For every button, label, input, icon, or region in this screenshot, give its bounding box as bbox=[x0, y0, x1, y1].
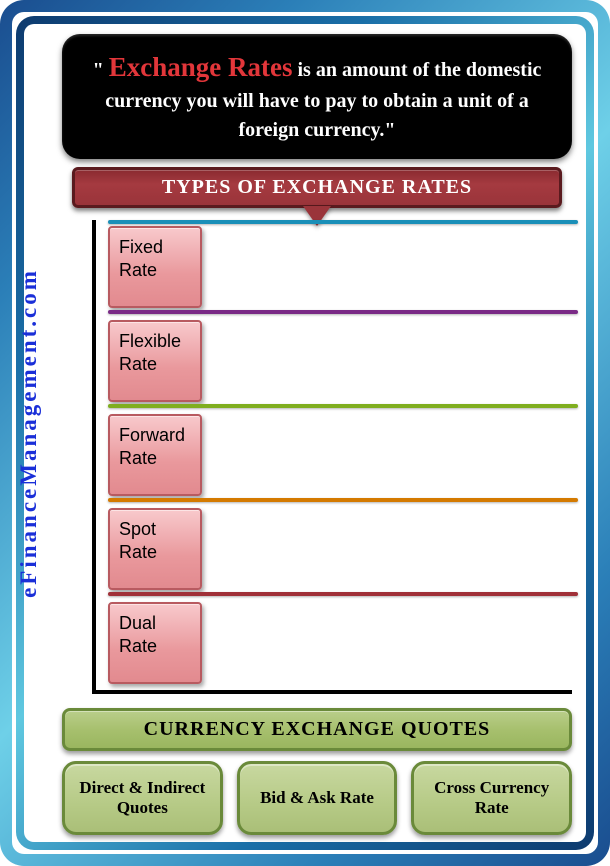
type-row: Flexible Rate bbox=[96, 314, 572, 408]
types-heading: TYPES OF EXCHANGE RATES bbox=[72, 167, 562, 208]
type-row: Spot Rate bbox=[96, 502, 572, 596]
quotes-heading: CURRENCY EXCHANGE QUOTES bbox=[62, 708, 572, 751]
type-badge: Forward Rate bbox=[108, 414, 202, 496]
quote-box: Direct & Indirect Quotes bbox=[62, 761, 223, 835]
definition-box: " Exchange Rates is an amount of the dom… bbox=[62, 34, 572, 159]
inner-frame: eFinanceManagement.com " Exchange Rates … bbox=[16, 16, 594, 850]
row-divider bbox=[108, 220, 578, 224]
quote-open: " bbox=[93, 59, 109, 81]
type-row: Fixed Rate bbox=[96, 220, 572, 314]
type-badge: Dual Rate bbox=[108, 602, 202, 684]
quotes-row: Direct & Indirect Quotes Bid & Ask Rate … bbox=[62, 761, 572, 835]
site-watermark: eFinanceManagement.com bbox=[16, 268, 42, 598]
quote-box: Bid & Ask Rate bbox=[237, 761, 398, 835]
types-list: Fixed Rate Flexible Rate Forward Rate Sp… bbox=[92, 220, 572, 694]
type-badge: Spot Rate bbox=[108, 508, 202, 590]
definition-emphasis: Exchange Rates bbox=[109, 52, 293, 82]
quote-box: Cross Currency Rate bbox=[411, 761, 572, 835]
type-row: Dual Rate bbox=[96, 596, 572, 690]
outer-frame: eFinanceManagement.com " Exchange Rates … bbox=[0, 0, 610, 866]
type-badge: Flexible Rate bbox=[108, 320, 202, 402]
type-row: Forward Rate bbox=[96, 408, 572, 502]
type-badge: Fixed Rate bbox=[108, 226, 202, 308]
